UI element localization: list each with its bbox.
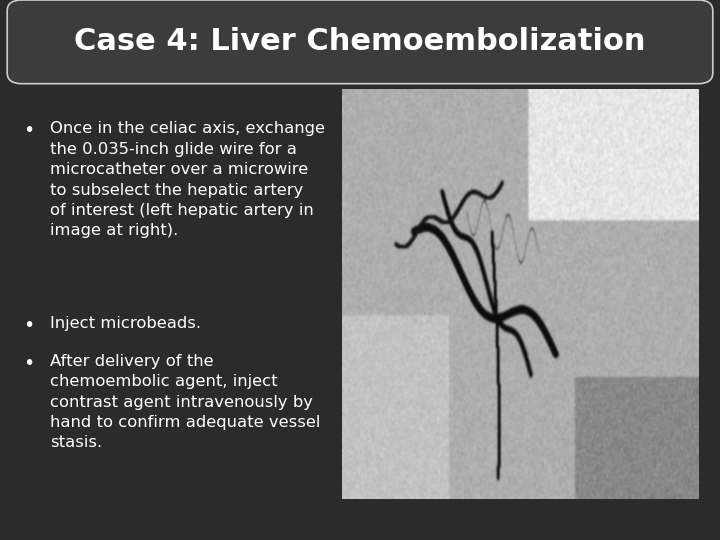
Text: Case 4: Liver Chemoembolization: Case 4: Liver Chemoembolization xyxy=(74,28,646,56)
FancyBboxPatch shape xyxy=(7,0,713,84)
Text: Inject microbeads.: Inject microbeads. xyxy=(50,316,202,331)
Text: •: • xyxy=(23,354,35,373)
Text: After delivery of the
chemoembolic agent, inject
contrast agent intravenously by: After delivery of the chemoembolic agent… xyxy=(50,354,321,450)
Text: •: • xyxy=(23,122,35,140)
Text: Once in the celiac axis, exchange
the 0.035-inch glide wire for a
microcatheter : Once in the celiac axis, exchange the 0.… xyxy=(50,122,325,239)
Text: •: • xyxy=(23,316,35,335)
